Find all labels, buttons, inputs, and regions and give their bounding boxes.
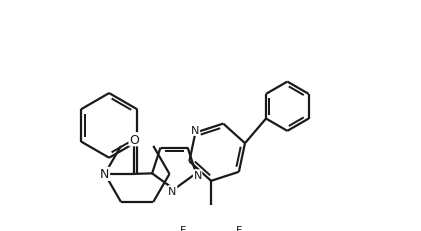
- Text: N: N: [168, 186, 177, 196]
- Text: N: N: [191, 126, 200, 136]
- Text: N: N: [100, 168, 109, 181]
- Text: F: F: [180, 225, 187, 231]
- Text: N: N: [193, 170, 202, 180]
- Text: O: O: [129, 133, 139, 146]
- Text: F: F: [236, 225, 242, 231]
